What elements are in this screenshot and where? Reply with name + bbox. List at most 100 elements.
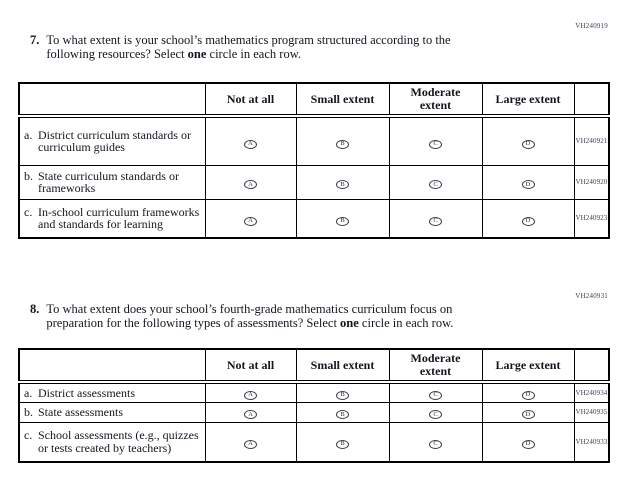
question-8: 8. To what extent does your school’s fou… bbox=[30, 302, 453, 330]
option-letter: D bbox=[525, 410, 531, 418]
option-circle-a[interactable]: A bbox=[244, 440, 257, 449]
option-letter: A bbox=[248, 410, 253, 418]
row-label-cell: b. State assessments bbox=[18, 401, 206, 423]
row-label: School assessments (e.g., quizzes or tes… bbox=[38, 428, 199, 455]
header-not-at-all: Not at all bbox=[204, 82, 297, 118]
question-7-line2-before: following resources? Select bbox=[46, 46, 188, 61]
option-cell-large-extent: D bbox=[481, 381, 575, 403]
option-cell-not-at-all: A bbox=[204, 421, 297, 463]
question-8-table: Not at all Small extent Moderate extent … bbox=[18, 348, 610, 463]
option-letter: A bbox=[248, 391, 253, 399]
option-cell-large-extent: D bbox=[481, 164, 575, 200]
row-label: In-school curriculum frameworks and stan… bbox=[38, 204, 200, 232]
option-cell-small-extent: B bbox=[295, 401, 390, 423]
header-large-extent: Large extent bbox=[481, 82, 575, 118]
option-circle-c[interactable]: C bbox=[429, 216, 442, 226]
option-letter: D bbox=[525, 440, 531, 448]
row-label: District assessments bbox=[38, 385, 135, 400]
question-8-header-row: Not at all Small extent Moderate extent … bbox=[18, 348, 610, 384]
option-letter: C bbox=[433, 440, 438, 448]
row-code: VH240920 bbox=[573, 164, 610, 200]
question-7-line2-after: circle in each row. bbox=[206, 46, 302, 61]
table-row-q7-a: a. District curriculum standards or curr… bbox=[18, 115, 610, 166]
header-moderate-extent: Moderate extent bbox=[388, 348, 483, 384]
option-letter: A bbox=[248, 139, 253, 147]
option-circle-a[interactable]: A bbox=[244, 391, 257, 400]
option-circle-d[interactable]: D bbox=[521, 391, 535, 400]
option-circle-b[interactable]: B bbox=[336, 410, 349, 420]
option-letter: C bbox=[433, 216, 438, 224]
question-7-text: To what extent is your school’s mathemat… bbox=[46, 33, 451, 62]
option-letter: B bbox=[340, 440, 345, 448]
option-cell-small-extent: B bbox=[295, 421, 390, 463]
row-label-cell: a. District assessments bbox=[18, 381, 206, 403]
header-large-extent: Large extent bbox=[481, 348, 575, 384]
option-circle-a[interactable]: A bbox=[244, 216, 257, 226]
question-7-header-row: Not at all Small extent Moderate extent … bbox=[18, 82, 610, 118]
option-circle-c[interactable]: C bbox=[429, 391, 442, 400]
option-letter: B bbox=[340, 410, 345, 418]
row-code: VH240923 bbox=[573, 198, 610, 239]
option-cell-not-at-all: A bbox=[204, 381, 297, 403]
option-circle-d[interactable]: D bbox=[521, 139, 535, 149]
question-7-table: Not at all Small extent Moderate extent … bbox=[18, 82, 610, 239]
option-letter: A bbox=[248, 216, 253, 224]
option-circle-c[interactable]: C bbox=[429, 180, 442, 190]
option-circle-c[interactable]: C bbox=[429, 410, 442, 420]
option-circle-d[interactable]: D bbox=[521, 180, 535, 190]
option-letter: C bbox=[433, 180, 438, 188]
option-cell-large-extent: D bbox=[481, 115, 575, 166]
question-8-code: VH240931 bbox=[575, 292, 608, 300]
option-cell-not-at-all: A bbox=[204, 164, 297, 200]
row-label-cell: c. School assessments (e.g., quizzes or … bbox=[18, 421, 206, 463]
empty-corner-header bbox=[18, 82, 206, 118]
option-circle-a[interactable]: A bbox=[244, 410, 257, 420]
question-8-line1: To what extent does your school’s fourth… bbox=[46, 302, 453, 316]
header-moderate-extent: Moderate extent bbox=[388, 82, 483, 118]
question-7-line1: To what extent is your school’s mathemat… bbox=[46, 33, 451, 47]
option-cell-small-extent: B bbox=[295, 164, 390, 200]
header-small-extent: Small extent bbox=[295, 82, 390, 118]
option-circle-a[interactable]: A bbox=[244, 139, 257, 149]
row-code: VH240933 bbox=[573, 421, 610, 463]
option-circle-c[interactable]: C bbox=[429, 440, 442, 449]
option-letter: C bbox=[433, 391, 438, 399]
option-circle-d[interactable]: D bbox=[521, 410, 535, 420]
option-circle-b[interactable]: B bbox=[336, 391, 349, 400]
empty-corner-header bbox=[18, 348, 206, 384]
option-circle-b[interactable]: B bbox=[336, 440, 349, 449]
option-letter: B bbox=[340, 391, 345, 399]
option-circle-d[interactable]: D bbox=[521, 440, 535, 449]
row-letter: c. bbox=[24, 204, 33, 219]
row-code: VH240934 bbox=[573, 381, 610, 403]
option-cell-small-extent: B bbox=[295, 198, 390, 239]
table-row-q8-b: b. State assessments A B C D VH240935 bbox=[18, 401, 610, 423]
option-circle-b[interactable]: B bbox=[336, 180, 349, 190]
option-circle-d[interactable]: D bbox=[521, 216, 535, 226]
option-letter: B bbox=[340, 216, 345, 224]
option-cell-not-at-all: A bbox=[204, 401, 297, 423]
option-cell-large-extent: D bbox=[481, 401, 575, 423]
option-letter: A bbox=[248, 440, 253, 448]
option-cell-large-extent: D bbox=[481, 421, 575, 463]
option-circle-c[interactable]: C bbox=[429, 139, 442, 149]
row-label-cell: a. District curriculum standards or curr… bbox=[18, 115, 206, 166]
question-8-number: 8. bbox=[30, 302, 40, 316]
question-8-text: To what extent does your school’s fourth… bbox=[46, 302, 453, 330]
option-letter: B bbox=[340, 139, 345, 147]
option-letter: D bbox=[525, 216, 531, 224]
option-circle-b[interactable]: B bbox=[336, 216, 349, 226]
empty-code-header bbox=[573, 348, 610, 384]
row-letter: b. bbox=[24, 168, 33, 183]
header-not-at-all: Not at all bbox=[204, 348, 297, 384]
row-label: State assessments bbox=[38, 404, 123, 419]
option-cell-large-extent: D bbox=[481, 198, 575, 239]
row-letter: b. bbox=[24, 404, 33, 419]
header-small-extent: Small extent bbox=[295, 348, 390, 384]
option-cell-moderate-extent: C bbox=[388, 164, 483, 200]
question-8-line2-bold: one bbox=[340, 315, 359, 330]
option-circle-a[interactable]: A bbox=[244, 180, 257, 190]
option-circle-b[interactable]: B bbox=[336, 139, 349, 149]
question-7-line2: following resources? Select one circle i… bbox=[46, 46, 450, 62]
